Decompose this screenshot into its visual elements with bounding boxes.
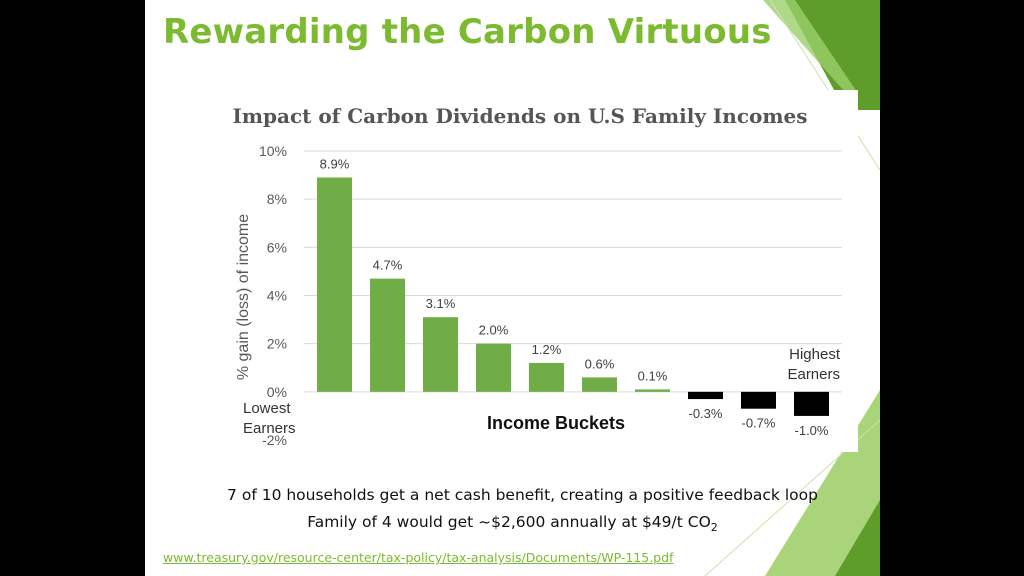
y-tick-label: 6%: [267, 239, 287, 255]
y-axis-ticks: 10% 8% 6% 4% 2% 0% -2%: [259, 143, 287, 448]
bars: [317, 177, 829, 416]
data-label: 0.1%: [638, 368, 668, 383]
bar: [635, 389, 670, 392]
data-label: 8.9%: [320, 156, 350, 171]
slide-title: Rewarding the Carbon Virtuous: [163, 12, 772, 52]
caption-family-dividend: Family of 4 would get ~$2,600 annually a…: [145, 513, 880, 534]
bar: [582, 377, 617, 392]
data-label: 1.2%: [532, 342, 562, 357]
highest-earners-label-line2: Earners: [787, 366, 840, 383]
x-axis-label: Income Buckets: [487, 413, 625, 433]
data-label: -1.0%: [795, 423, 829, 438]
data-label: 4.7%: [373, 258, 403, 273]
y-tick-label: 2%: [267, 336, 287, 352]
bar: [317, 177, 352, 392]
data-label: -0.3%: [689, 406, 723, 421]
deco-shape-light-top: [763, 0, 857, 92]
data-label: 0.6%: [585, 356, 615, 371]
bar-chart: Impact of Carbon Dividends on U.S Family…: [233, 104, 842, 448]
caption-net-benefit: 7 of 10 households get a net cash benefi…: [227, 486, 818, 504]
bar: [529, 362, 564, 392]
bar: [370, 278, 405, 392]
bar: [423, 317, 458, 392]
y-tick-label: 0%: [267, 384, 287, 400]
slide-decoration: [704, 0, 880, 576]
deco-line-2: [769, 0, 880, 171]
highest-earners-label-line1: Highest: [789, 346, 841, 363]
data-labels: 8.9% 4.7% 3.1% 2.0% 1.2% 0.6% 0.1% -0.3% -0.7% -1…: [320, 156, 829, 437]
deco-shape-bottom-dark: [835, 500, 880, 576]
co2-subscript: 2: [710, 521, 718, 535]
caption-family-dividend-text: Family of 4 would get ~$2,600 annually a…: [307, 513, 711, 531]
source-link[interactable]: www.treasury.gov/resource-center/tax-pol…: [163, 550, 674, 565]
bar: [476, 343, 511, 392]
y-tick-label: 8%: [267, 191, 287, 207]
bar: [794, 391, 829, 416]
y-tick-label: -2%: [262, 432, 287, 448]
bar: [741, 391, 776, 409]
y-tick-label: 4%: [267, 288, 287, 304]
y-axis-label: % gain (loss) of income: [235, 214, 252, 380]
chart-title: Impact of Carbon Dividends on U.S Family…: [233, 104, 808, 128]
lowest-earners-label-line1: Lowest: [243, 400, 291, 417]
slide: Rewarding the Carbon Virtuous Impact of …: [145, 0, 880, 576]
lowest-earners-label-line2: Earners: [243, 420, 296, 437]
data-label: 2.0%: [479, 323, 509, 338]
chart-panel: Impact of Carbon Dividends on U.S Family…: [207, 90, 858, 452]
data-label: -0.7%: [742, 416, 776, 431]
y-tick-label: 10%: [259, 143, 287, 159]
data-label: 3.1%: [426, 296, 456, 311]
bar: [688, 391, 723, 400]
